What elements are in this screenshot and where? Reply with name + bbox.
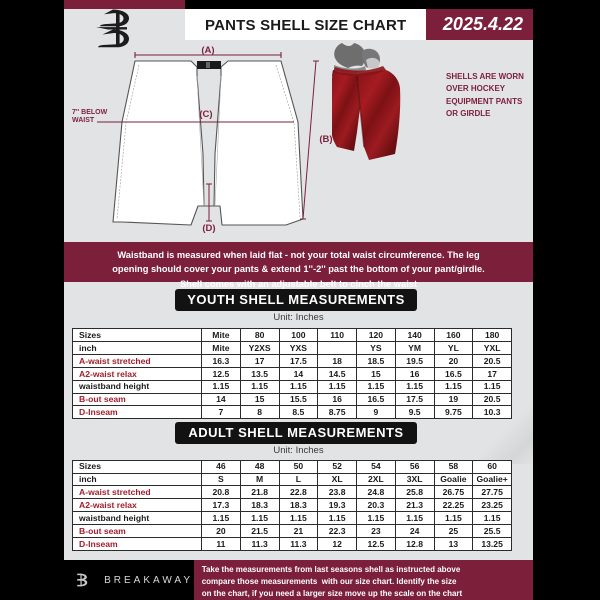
svg-text:(C): (C) xyxy=(199,109,212,120)
svg-text:(B): (B) xyxy=(319,134,332,145)
svg-text:(A): (A) xyxy=(201,45,214,56)
svg-text:WAIST: WAIST xyxy=(72,117,95,124)
svg-text:(D): (D) xyxy=(202,223,215,234)
svg-text:7'' BELOW: 7'' BELOW xyxy=(72,109,108,116)
